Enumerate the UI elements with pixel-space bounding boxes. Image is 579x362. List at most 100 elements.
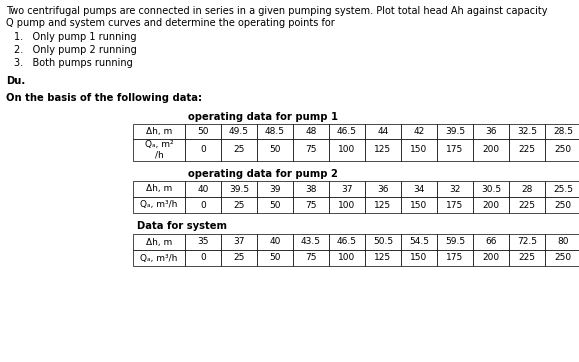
Text: 225: 225	[519, 253, 536, 262]
Text: 3.   Both pumps running: 3. Both pumps running	[14, 58, 133, 68]
Text: Qₐ, m²
/h: Qₐ, m² /h	[145, 140, 173, 160]
Bar	[473, 250, 509, 266]
Bar	[293, 197, 329, 213]
Bar	[401, 234, 437, 250]
Bar	[133, 181, 185, 197]
Bar	[257, 234, 293, 250]
Text: 75: 75	[305, 253, 317, 262]
Text: 100: 100	[338, 253, 356, 262]
Text: 125: 125	[375, 146, 391, 155]
Text: 25: 25	[233, 146, 245, 155]
Text: 36: 36	[485, 127, 497, 136]
Text: 48.5: 48.5	[265, 127, 285, 136]
Bar	[437, 139, 473, 161]
Text: 50: 50	[269, 201, 281, 210]
Text: 34: 34	[413, 185, 424, 194]
Text: 200: 200	[482, 201, 500, 210]
Bar	[437, 250, 473, 266]
Bar	[545, 124, 579, 139]
Bar	[185, 250, 221, 266]
Text: 39.5: 39.5	[445, 127, 465, 136]
Text: Two centrifugal pumps are connected in series in a given pumping system. Plot to: Two centrifugal pumps are connected in s…	[6, 6, 548, 16]
Bar	[329, 139, 365, 161]
Text: 32.5: 32.5	[517, 127, 537, 136]
Text: 100: 100	[338, 146, 356, 155]
Text: Du.: Du.	[6, 76, 25, 86]
Bar	[365, 234, 401, 250]
Bar	[329, 181, 365, 197]
Bar	[185, 234, 221, 250]
Bar	[257, 139, 293, 161]
Bar	[473, 234, 509, 250]
Text: 50: 50	[269, 253, 281, 262]
Text: 59.5: 59.5	[445, 237, 465, 247]
Bar	[437, 234, 473, 250]
Bar	[509, 124, 545, 139]
Bar	[221, 124, 257, 139]
Text: 39.5: 39.5	[229, 185, 249, 194]
Text: 50: 50	[269, 146, 281, 155]
Text: 225: 225	[519, 146, 536, 155]
Text: 175: 175	[446, 146, 464, 155]
Bar	[473, 197, 509, 213]
Text: 25.5: 25.5	[553, 185, 573, 194]
Text: 150: 150	[411, 201, 428, 210]
Text: 25: 25	[233, 253, 245, 262]
Text: 66: 66	[485, 237, 497, 247]
Bar	[473, 181, 509, 197]
Bar	[133, 234, 185, 250]
Bar	[365, 181, 401, 197]
Text: 72.5: 72.5	[517, 237, 537, 247]
Text: 175: 175	[446, 253, 464, 262]
Bar	[401, 124, 437, 139]
Text: 35: 35	[197, 237, 209, 247]
Text: 37: 37	[341, 185, 353, 194]
Text: 39: 39	[269, 185, 281, 194]
Text: Qₐ, m³/h: Qₐ, m³/h	[140, 201, 178, 210]
Bar	[185, 124, 221, 139]
Text: 42: 42	[413, 127, 424, 136]
Text: Δh, m: Δh, m	[146, 185, 172, 194]
Bar	[221, 250, 257, 266]
Text: 250: 250	[555, 201, 571, 210]
Text: 75: 75	[305, 146, 317, 155]
Bar	[133, 124, 185, 139]
Text: 125: 125	[375, 201, 391, 210]
Bar	[509, 234, 545, 250]
Text: operating data for pump 1: operating data for pump 1	[188, 112, 338, 122]
Text: 54.5: 54.5	[409, 237, 429, 247]
Text: 40: 40	[269, 237, 281, 247]
Text: Δh, m: Δh, m	[146, 127, 172, 136]
Text: 38: 38	[305, 185, 317, 194]
Text: 225: 225	[519, 201, 536, 210]
Text: operating data for pump 2: operating data for pump 2	[188, 169, 338, 179]
Text: 0: 0	[200, 253, 206, 262]
Text: 100: 100	[338, 201, 356, 210]
Bar	[293, 124, 329, 139]
Text: 48: 48	[305, 127, 317, 136]
Text: 200: 200	[482, 253, 500, 262]
Bar	[473, 139, 509, 161]
Bar	[365, 139, 401, 161]
Bar	[185, 197, 221, 213]
Bar	[437, 197, 473, 213]
Text: Qₐ, m³/h: Qₐ, m³/h	[140, 253, 178, 262]
Bar	[437, 181, 473, 197]
Bar	[401, 250, 437, 266]
Text: Δh, m: Δh, m	[146, 237, 172, 247]
Text: 80: 80	[557, 237, 569, 247]
Text: 36: 36	[378, 185, 389, 194]
Bar	[257, 197, 293, 213]
Bar	[293, 250, 329, 266]
Bar	[473, 124, 509, 139]
Bar	[545, 181, 579, 197]
Text: 250: 250	[555, 253, 571, 262]
Text: 250: 250	[555, 146, 571, 155]
Bar	[221, 234, 257, 250]
Bar	[329, 124, 365, 139]
Text: Q pump and system curves and determine the operating points for: Q pump and system curves and determine t…	[6, 18, 335, 28]
Bar	[509, 181, 545, 197]
Bar	[401, 181, 437, 197]
Text: 0: 0	[200, 201, 206, 210]
Text: 49.5: 49.5	[229, 127, 249, 136]
